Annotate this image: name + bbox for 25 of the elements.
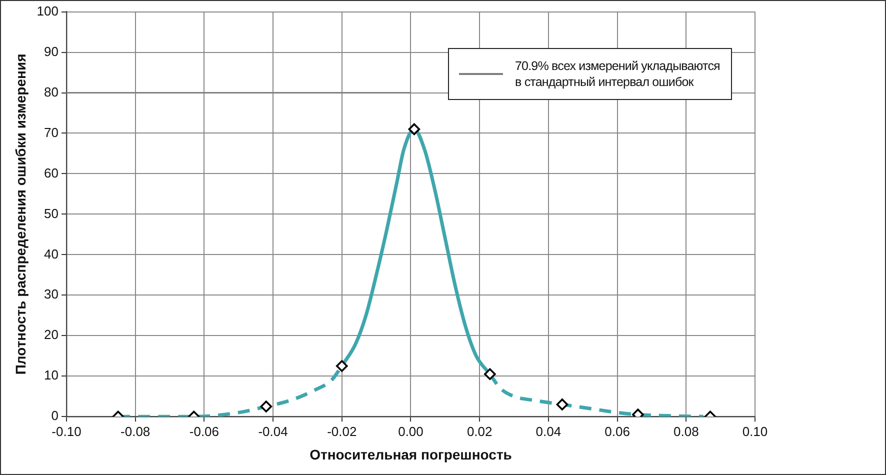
y-tick-label: 90 bbox=[44, 44, 58, 59]
x-tick-label: 0.00 bbox=[398, 424, 424, 439]
x-tick-label: -0.02 bbox=[327, 424, 357, 439]
x-tick-label: -0.06 bbox=[189, 424, 220, 439]
y-tick-label: 20 bbox=[44, 327, 58, 342]
x-tick-label: 0.02 bbox=[466, 424, 492, 439]
x-tick-label: 0.06 bbox=[604, 424, 630, 439]
y-tick-label: 100 bbox=[36, 3, 58, 18]
y-tick-label: 10 bbox=[44, 368, 58, 383]
x-tick-label: 0.10 bbox=[742, 424, 768, 439]
x-tick-label: -0.10 bbox=[52, 424, 82, 439]
y-tick-label: 70 bbox=[44, 124, 58, 140]
x-tick-label: -0.04 bbox=[258, 424, 288, 439]
y-tick-label: 60 bbox=[44, 165, 58, 180]
y-tick-label: 80 bbox=[44, 84, 58, 100]
y-tick-label: 30 bbox=[44, 286, 58, 302]
legend-label: 70.9% всех измерений укладываются в стандартный интервал ошибок bbox=[515, 58, 721, 90]
x-axis-title: Относительная погрешность bbox=[310, 446, 512, 462]
y-tick-label: 40 bbox=[44, 246, 58, 262]
y-tick-label: 50 bbox=[44, 206, 58, 221]
y-tick-label: 0 bbox=[51, 408, 58, 424]
x-tick-label: 0.08 bbox=[673, 424, 699, 439]
x-tick-label: 0.04 bbox=[536, 424, 562, 439]
x-tick-label: -0.08 bbox=[120, 424, 150, 439]
y-axis-title: Плотность распределения ошибки измерения bbox=[12, 54, 28, 375]
